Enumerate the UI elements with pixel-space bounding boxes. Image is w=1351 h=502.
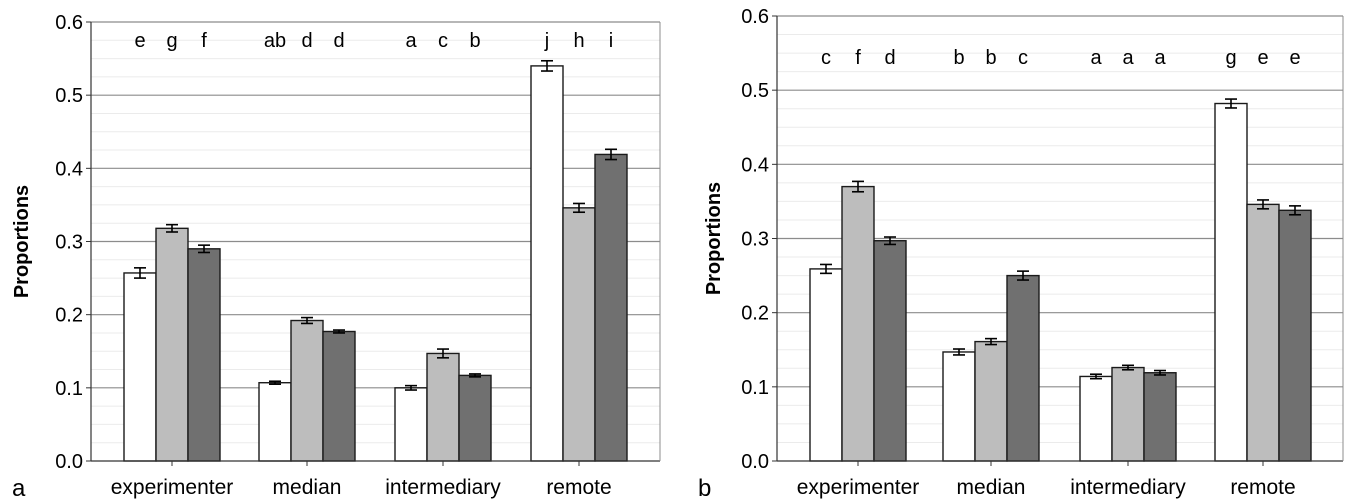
- y-tick-label: 0.6: [741, 6, 769, 28]
- y-tick-label: 0.6: [55, 12, 83, 34]
- panel-label: b: [698, 475, 711, 502]
- y-tick-label: 0.2: [741, 303, 769, 325]
- significance-letter: g: [1225, 47, 1236, 69]
- y-tick-label: 0.0: [741, 451, 769, 473]
- x-tick-label: experimenter: [797, 476, 920, 499]
- significance-letter: g: [166, 30, 177, 52]
- bar: [809, 268, 843, 462]
- bar: [1079, 375, 1113, 462]
- significance-letter: e: [1257, 47, 1268, 69]
- bar: [458, 374, 492, 462]
- bar: [1278, 209, 1312, 462]
- y-tick-label: 0.1: [55, 378, 83, 400]
- x-tick-label: experimenter: [111, 476, 234, 499]
- bar: [187, 248, 221, 462]
- significance-letter: e: [1289, 47, 1300, 69]
- bar: [942, 351, 976, 462]
- significance-letter: c: [438, 30, 448, 52]
- bar: [594, 153, 628, 462]
- x-tick-label: intermediary: [385, 476, 501, 499]
- x-tick-label: median: [957, 476, 1026, 499]
- significance-letter: d: [884, 47, 895, 69]
- y-tick-label: 0.1: [741, 377, 769, 399]
- significance-letter: b: [469, 30, 480, 52]
- bar: [974, 340, 1008, 462]
- significance-letter: a: [1090, 47, 1102, 69]
- y-tick-label: 0.3: [741, 229, 769, 251]
- x-tick-label: intermediary: [1070, 476, 1186, 499]
- significance-letter: d: [333, 30, 344, 52]
- panel-label: a: [12, 475, 26, 502]
- x-tick-label: remote: [546, 476, 611, 499]
- significance-letter: ab: [264, 30, 286, 52]
- y-axis-title: Proportions: [703, 182, 725, 295]
- y-tick-label: 0.5: [55, 85, 83, 107]
- bar: [322, 330, 356, 462]
- significance-letter: i: [609, 30, 613, 52]
- bar: [1111, 366, 1145, 462]
- significance-letter: e: [134, 30, 145, 52]
- x-tick-label: median: [273, 476, 342, 499]
- bar: [123, 272, 157, 462]
- y-tick-label: 0.5: [741, 80, 769, 102]
- bar: [426, 352, 460, 462]
- x-tick-label: remote: [1230, 476, 1295, 499]
- significance-letter: a: [405, 30, 417, 52]
- significance-letter: f: [855, 47, 861, 69]
- y-tick-label: 0.3: [55, 232, 83, 254]
- bar: [1006, 274, 1040, 462]
- significance-letter: a: [1122, 47, 1134, 69]
- bar: [394, 387, 428, 462]
- y-tick-label: 0.4: [55, 158, 83, 180]
- bar: [1214, 102, 1248, 462]
- significance-letter: a: [1154, 47, 1166, 69]
- significance-letter: j: [544, 30, 549, 52]
- bar: [155, 227, 189, 462]
- bar: [530, 65, 564, 462]
- bar: [873, 240, 907, 462]
- y-tick-label: 0.0: [55, 451, 83, 473]
- y-tick-label: 0.2: [55, 305, 83, 327]
- significance-letter: d: [301, 30, 312, 52]
- bar: [841, 185, 875, 462]
- bar: [290, 319, 324, 462]
- significance-letter: c: [1018, 47, 1028, 69]
- significance-letter: h: [573, 30, 584, 52]
- bar: [258, 382, 292, 462]
- y-axis-title: Proportions: [11, 185, 33, 298]
- significance-letter: b: [985, 47, 996, 69]
- significance-letter: b: [953, 47, 964, 69]
- significance-letter: f: [201, 30, 207, 52]
- significance-letter: c: [821, 47, 831, 69]
- y-tick-label: 0.4: [741, 154, 769, 176]
- bar: [1246, 203, 1280, 462]
- bar: [1143, 372, 1177, 462]
- bar: [562, 207, 596, 462]
